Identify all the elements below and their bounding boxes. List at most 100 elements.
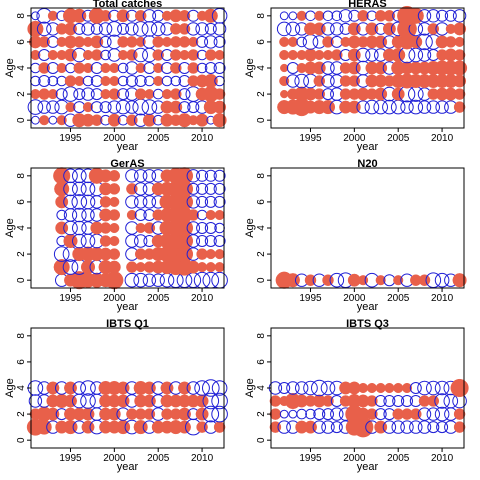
panel-title: HERAS: [348, 0, 387, 10]
bubble-positive: [153, 75, 164, 87]
bubble-negative: [374, 395, 387, 407]
bubble-negative: [321, 420, 335, 434]
bubble-negative: [427, 421, 440, 434]
bubble-positive: [47, 10, 58, 21]
bubble-negative: [285, 21, 301, 37]
bubble-positive: [314, 49, 325, 61]
bubble-positive: [213, 88, 226, 100]
bubble-positive: [109, 235, 120, 247]
bubble-positive: [213, 100, 227, 114]
bubble-positive: [391, 47, 406, 63]
bubble-negative: [322, 408, 334, 421]
bubble-negative: [321, 74, 335, 88]
bubble-positive: [401, 382, 413, 394]
x-tick-label: 2010: [431, 133, 454, 144]
bubble-negative: [211, 380, 228, 396]
bubble-negative: [81, 22, 95, 36]
panel-title: IBTS Q1: [106, 318, 149, 330]
bubble-positive: [365, 22, 379, 36]
bubble-negative: [202, 271, 220, 289]
bubble-negative: [288, 11, 298, 21]
bubble-negative: [80, 181, 96, 197]
bubble-negative: [296, 36, 308, 48]
bubble-negative: [392, 395, 405, 407]
bubble-positive: [358, 382, 369, 394]
y-tick-label: 4: [16, 385, 27, 391]
bubble-positive: [279, 75, 290, 87]
bubble-positive: [187, 209, 200, 221]
bubble-negative: [408, 99, 424, 115]
bubble-positive: [82, 102, 94, 113]
y-tick-label: 6: [256, 39, 267, 45]
bubble-negative: [81, 87, 95, 101]
x-axis-label: year: [357, 141, 379, 153]
bubble-positive: [391, 87, 405, 101]
bubble-negative: [132, 98, 149, 116]
bubble-negative: [47, 75, 59, 87]
bubble-negative: [63, 194, 78, 210]
bubble-positive: [452, 60, 468, 76]
bubble-positive: [195, 394, 209, 408]
bubble-positive: [72, 8, 87, 23]
bubble-negative: [56, 209, 68, 221]
bubble-positive: [205, 209, 216, 221]
bubble-positive: [47, 49, 58, 61]
bubble-positive: [214, 209, 225, 221]
bubble-negative: [400, 420, 414, 434]
bubble-positive: [144, 89, 155, 100]
bubble-negative: [305, 408, 316, 420]
bubble-negative: [196, 62, 208, 74]
bubble-positive: [322, 274, 334, 286]
bubble-positive: [109, 222, 120, 234]
bubble-positive: [170, 62, 182, 74]
bubble-negative: [443, 393, 459, 409]
bubble-positive: [108, 248, 121, 260]
y-axis-label: Age: [4, 378, 16, 398]
bubble-negative: [204, 222, 217, 234]
bubble-negative: [125, 169, 139, 183]
bubble-negative: [194, 380, 210, 396]
bubble-positive: [331, 49, 343, 61]
bubble-positive: [203, 73, 218, 89]
bubble-negative: [106, 21, 123, 37]
bubble-negative: [434, 380, 450, 396]
y-tick-label: 2: [256, 411, 267, 417]
bubble-negative: [82, 75, 94, 87]
bubble-negative: [434, 393, 450, 409]
bubble-negative: [133, 272, 148, 288]
panel-title: IBTS Q3: [346, 318, 389, 330]
bubble-negative: [100, 49, 111, 61]
bubble-negative: [31, 115, 40, 125]
x-tick-label: 1995: [299, 133, 322, 144]
bubble-negative: [313, 408, 326, 421]
bubble-positive: [322, 395, 334, 407]
bubble-positive: [169, 100, 183, 114]
bubble-negative: [294, 73, 310, 89]
x-axis-label: year: [117, 141, 139, 153]
bubble-positive: [347, 61, 361, 75]
bubble-negative: [125, 75, 138, 87]
bubble-negative: [383, 395, 396, 407]
y-axis-label: Age: [4, 58, 16, 78]
bubble-negative: [204, 35, 218, 49]
bubble-negative: [452, 9, 467, 23]
bubble-positive: [280, 63, 289, 73]
bubble-negative: [55, 88, 68, 101]
bubble-positive: [105, 271, 124, 290]
bubble-negative: [115, 99, 131, 115]
bubble-positive: [366, 408, 378, 420]
bubble-positive: [453, 49, 466, 61]
bubble-negative: [132, 21, 149, 37]
bubble-positive: [170, 88, 182, 100]
y-tick-label: 4: [256, 225, 267, 231]
bubble-negative: [117, 75, 129, 87]
bubble-negative: [400, 100, 414, 114]
panel-title: Total catches: [93, 0, 163, 10]
bubble-negative: [196, 222, 209, 234]
bubble-negative: [133, 47, 148, 63]
bubble-negative: [99, 101, 112, 114]
bubble-negative: [426, 380, 441, 396]
bubble-positive: [357, 10, 369, 22]
bubble-positive: [39, 115, 50, 126]
